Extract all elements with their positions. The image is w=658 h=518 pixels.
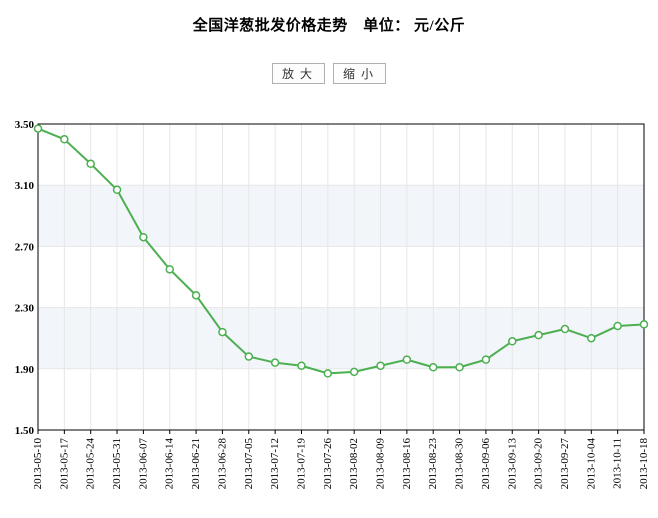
x-axis-tick: 2013-08-16 — [401, 438, 413, 490]
data-point — [561, 326, 568, 333]
data-point — [588, 335, 595, 342]
x-axis-tick: 2013-05-17 — [58, 438, 70, 490]
y-axis-tick: 1.90 — [15, 364, 35, 376]
x-axis-tick: 2013-09-27 — [559, 438, 571, 490]
data-point — [482, 356, 489, 363]
data-point — [509, 338, 516, 345]
x-axis-tick: 2013-05-10 — [32, 438, 44, 490]
data-point — [219, 329, 226, 336]
data-point — [245, 353, 252, 360]
data-point — [114, 186, 121, 193]
data-point — [35, 125, 42, 132]
y-axis-tick: 2.70 — [15, 241, 35, 253]
zoom-in-button[interactable]: 放大 — [272, 63, 325, 84]
data-point — [456, 364, 463, 371]
data-point — [324, 370, 331, 377]
data-point — [351, 368, 358, 375]
x-axis-tick: 2013-09-20 — [533, 438, 545, 490]
x-axis-tick: 2013-06-21 — [190, 438, 202, 489]
data-point — [87, 160, 94, 167]
data-point — [641, 321, 648, 328]
x-axis-tick: 2013-08-30 — [454, 438, 466, 490]
data-point — [272, 359, 279, 366]
y-axis-tick: 1.50 — [15, 425, 35, 437]
chart-title: 全国洋葱批发价格走势 单位： 元/公斤 — [0, 0, 658, 35]
x-axis-tick: 2013-06-28 — [216, 438, 228, 490]
x-axis-tick: 2013-10-04 — [585, 438, 597, 490]
x-axis-tick: 2013-09-13 — [506, 438, 518, 490]
data-point — [377, 362, 384, 369]
x-axis-tick: 2013-10-11 — [612, 438, 624, 489]
chart-controls: 放大 缩小 — [0, 63, 658, 84]
data-point — [403, 356, 410, 363]
data-point — [61, 136, 68, 143]
grid-band — [38, 308, 644, 369]
x-axis-tick: 2013-07-05 — [243, 438, 255, 490]
price-line-chart: 1.50 1.90 2.30 2.70 3.10 3.50 2013-05-10 2013-0… — [8, 120, 650, 510]
x-axis-tick: 2013-07-19 — [295, 438, 307, 490]
data-point — [614, 322, 621, 329]
x-axis-tick: 2013-06-14 — [164, 438, 176, 490]
x-axis-tick: 2013-09-06 — [480, 438, 492, 490]
x-axis-tick: 2013-06-07 — [137, 438, 149, 490]
x-axis-tick: 2013-05-24 — [85, 438, 97, 490]
data-point — [193, 292, 200, 299]
x-axis-tick: 2013-08-23 — [427, 438, 439, 490]
x-axis-tick: 2013-07-12 — [269, 438, 281, 489]
data-point — [140, 234, 147, 241]
y-axis-tick: 3.50 — [15, 120, 35, 131]
y-axis-tick: 3.10 — [15, 180, 35, 192]
data-point — [166, 266, 173, 273]
y-axis-tick: 2.30 — [15, 303, 35, 315]
data-point — [298, 362, 305, 369]
zoom-out-button[interactable]: 缩小 — [333, 63, 386, 84]
x-axis-tick: 2013-07-26 — [322, 438, 334, 490]
data-point — [535, 332, 542, 339]
grid-band — [38, 185, 644, 246]
x-axis-tick: 2013-10-18 — [638, 438, 650, 490]
data-point — [430, 364, 437, 371]
x-axis-tick: 2013-05-31 — [111, 438, 123, 489]
x-axis-tick: 2013-08-02 — [348, 438, 360, 489]
x-axis-tick: 2013-08-09 — [375, 438, 387, 490]
